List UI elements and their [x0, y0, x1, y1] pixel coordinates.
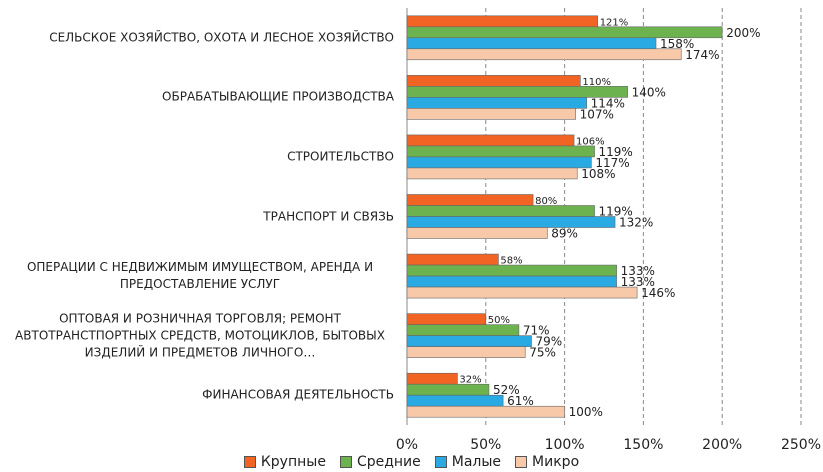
legend-swatch [243, 456, 256, 468]
category-text: ОПЕРАЦИИ С НЕДВИЖИМЫМ ИМУЩЕСТВОМ, АРЕНДА… [26, 260, 374, 292]
bar [406, 108, 576, 120]
bar [406, 205, 595, 217]
value-label: 108% [581, 167, 615, 181]
bar [406, 97, 587, 109]
value-label: 119% [599, 205, 633, 219]
value-label: 132% [619, 216, 653, 230]
value-label: 100% [569, 405, 603, 419]
bar [406, 383, 490, 396]
legend-item: Крупные [243, 454, 326, 470]
bar [406, 156, 592, 169]
bar [406, 394, 504, 407]
bar [406, 216, 616, 228]
value-label: 50% [488, 315, 510, 326]
bar [406, 253, 499, 266]
category-text: ОБРАБАТЫВАЮЩИЕ ПРОИЗВОДСТВА [162, 89, 394, 104]
bar [406, 324, 520, 336]
bar [406, 37, 657, 50]
legend-item: Микро [515, 454, 579, 470]
category-label: ОПЕРАЦИИ С НЕДВИЖИМЫМ ИМУЩЕСТВОМ, АРЕНДА… [6, 259, 394, 293]
value-label: 133% [621, 275, 655, 289]
category-label: СТРОИТЕЛЬСТВО [6, 148, 394, 165]
value-label: 52% [493, 383, 520, 397]
value-label: 158% [660, 37, 694, 51]
category-text: СТРОИТЕЛЬСТВО [287, 149, 394, 164]
bar [406, 372, 458, 385]
value-label: 106% [576, 136, 605, 147]
bar [406, 48, 682, 61]
value-label: 107% [580, 107, 614, 121]
value-label: 146% [641, 286, 675, 300]
value-label: 89% [551, 227, 578, 241]
bar [406, 134, 575, 147]
value-label: 71% [523, 324, 550, 338]
x-tick-label: 250% [781, 437, 821, 453]
legend-label: Малые [451, 454, 502, 470]
legend: Крупные Средние Малые Микро [0, 454, 823, 470]
bar [406, 264, 617, 277]
x-tick-label: 50% [470, 437, 501, 453]
value-label: 58% [500, 256, 522, 267]
bar [406, 286, 638, 299]
value-label: 133% [621, 264, 655, 278]
value-label: 114% [591, 96, 625, 110]
category-label: СЕЛЬСКОЕ ХОЗЯЙСТВО, ОХОТА И ЛЕСНОЕ ХОЗЯЙ… [6, 29, 394, 46]
value-label: 79% [536, 335, 563, 349]
bar [406, 167, 578, 180]
value-label: 32% [459, 375, 481, 386]
value-label: 75% [529, 346, 556, 360]
category-label: ФИНАНСОВАЯ ДЕЯТЕЛЬНОСТЬ [6, 387, 394, 404]
x-tick-label: 100% [545, 437, 585, 453]
bar [406, 227, 548, 239]
category-text: ОПТОВАЯ И РОЗНИЧНАЯ ТОРГОВЛЯ; РЕМОНТ АВТ… [15, 311, 385, 360]
value-label: 80% [535, 196, 557, 207]
x-tick-label: 200% [702, 437, 742, 453]
bar [406, 405, 565, 418]
x-tick-label: 0% [396, 437, 418, 453]
category-text: ФИНАНСОВАЯ ДЕЯТЕЛЬНОСТЬ [202, 387, 394, 402]
bar [406, 145, 595, 158]
legend-swatch [434, 456, 447, 468]
category-label: ТРАНСПОРТ И СВЯЗЬ [6, 208, 394, 225]
bar [406, 194, 534, 206]
bar [406, 313, 487, 325]
legend-label: Крупные [260, 454, 326, 470]
value-label: 121% [600, 17, 629, 28]
x-tick-label: 150% [623, 437, 663, 453]
legend-label: Средние [356, 454, 421, 470]
value-label: 200% [726, 26, 760, 40]
bar [406, 346, 526, 358]
legend-swatch [339, 456, 352, 468]
value-label: 140% [632, 85, 666, 99]
category-label: ОБРАБАТЫВАЮЩИЕ ПРОИЗВОДСТВА [6, 89, 394, 106]
legend-swatch [515, 456, 528, 468]
legend-label: Микро [532, 454, 580, 470]
bar [406, 75, 581, 87]
category-text: ТРАНСПОРТ И СВЯЗЬ [263, 209, 394, 223]
legend-item: Средние [339, 454, 421, 470]
value-label: 117% [595, 156, 629, 170]
value-label: 174% [685, 48, 719, 62]
category-text: СЕЛЬСКОЕ ХОЗЯЙСТВО, ОХОТА И ЛЕСНОЕ ХОЗЯЙ… [49, 30, 394, 45]
bar [406, 335, 532, 347]
bar [406, 15, 598, 28]
value-label: 110% [582, 77, 611, 88]
value-label: 119% [599, 145, 633, 159]
bar [406, 275, 617, 288]
category-label: ОПТОВАЯ И РОЗНИЧНАЯ ТОРГОВЛЯ; РЕМОНТ АВТ… [6, 310, 394, 361]
legend-item: Малые [434, 454, 502, 470]
value-label: 61% [507, 394, 534, 408]
